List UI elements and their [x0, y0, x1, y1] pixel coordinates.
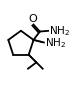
Text: NH$_2$: NH$_2$ [49, 24, 70, 38]
Text: NH$_2$: NH$_2$ [45, 36, 66, 50]
Text: O: O [28, 14, 37, 24]
